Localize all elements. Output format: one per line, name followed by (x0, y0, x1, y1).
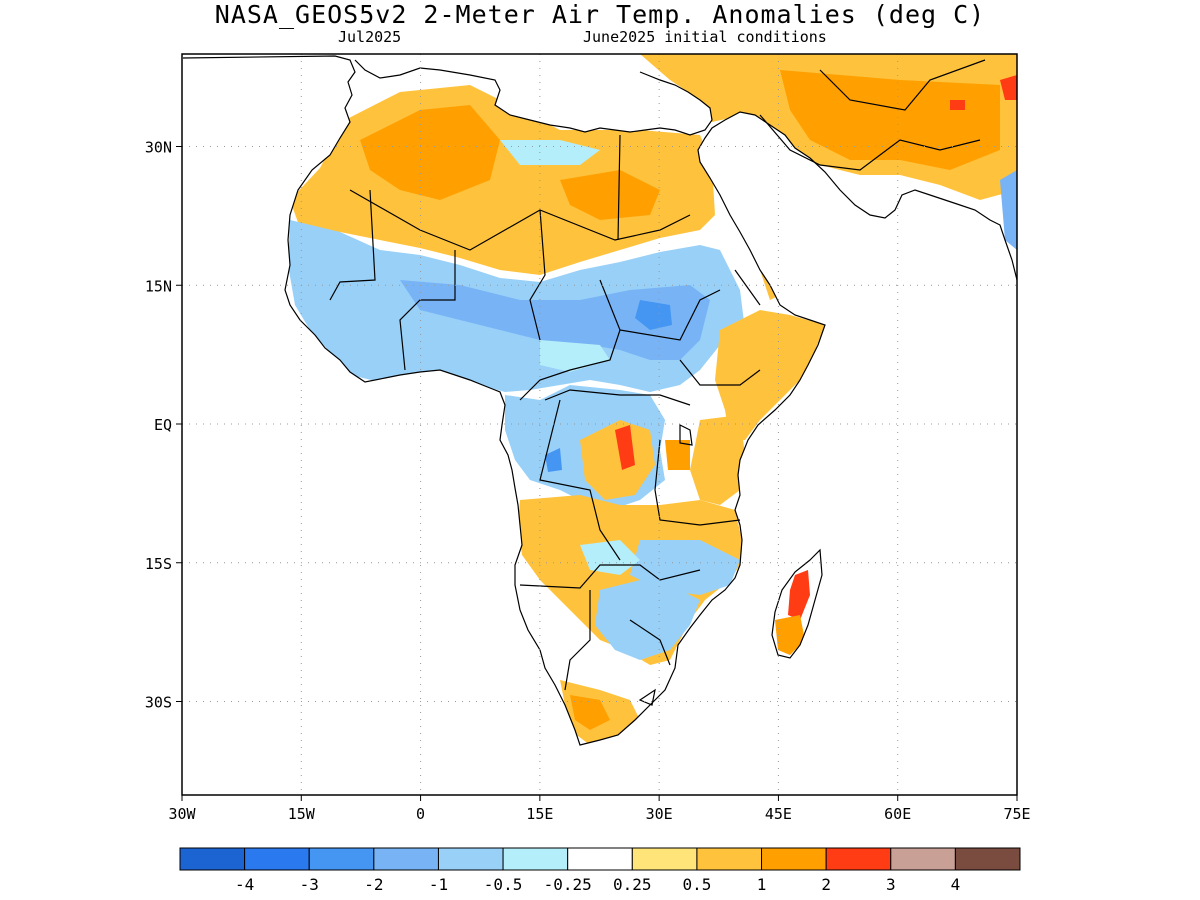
colorbar-swatch (954, 847, 1021, 871)
colorbar-swatch (631, 847, 698, 871)
colorbar-label: 3 (886, 875, 896, 894)
lon-tick-label: 45E (765, 805, 792, 823)
colorbar-swatch (308, 847, 375, 871)
colorbar-label: 1 (757, 875, 767, 894)
colorbar-swatch (437, 847, 504, 871)
colorbar-legend: -4 -3 -2 -1 -0.5 -0.25 0.25 0.5 1 2 3 4 (179, 847, 1021, 894)
map-valid-month: Jul2025 (338, 28, 402, 46)
map-title: NASA_GEOS5v2 2-Meter Air Temp. Anomalies… (214, 0, 986, 29)
colorbar-swatch (761, 847, 827, 871)
colorbar-label: -3 (300, 875, 319, 894)
lon-tick-label: 0 (416, 805, 425, 823)
colorbar-label: 2 (821, 875, 831, 894)
lon-tick-label: 15W (288, 805, 316, 823)
longitude-axis: 30W 15W 0 15E 30E 45E 60E 75E (168, 795, 1031, 823)
colorbar-swatch (825, 847, 892, 871)
colorbar-label: -0.25 (544, 875, 592, 894)
map-initial-conditions: June2025 initial conditions (583, 28, 827, 46)
lon-tick-label: 75E (1003, 805, 1030, 823)
colorbar-swatch (373, 847, 439, 871)
colorbar-label: 0.5 (682, 875, 711, 894)
colorbar-swatch (696, 847, 763, 871)
colorbar-label: -1 (429, 875, 448, 894)
lon-tick-label: 60E (884, 805, 911, 823)
colorbar-label: 0.25 (613, 875, 652, 894)
lon-tick-label: 15E (526, 805, 553, 823)
colorbar-label: 4 (951, 875, 961, 894)
lat-tick-label: 15N (145, 277, 172, 295)
colorbar-label: -4 (235, 875, 254, 894)
colorbar-label: -2 (364, 875, 383, 894)
colorbar-swatch (890, 847, 956, 871)
colorbar-swatch (179, 847, 246, 871)
latitude-axis: 30N 15N EQ 15S 30S (145, 139, 182, 712)
lat-tick-label: 15S (145, 555, 172, 573)
colorbar-label: -0.5 (484, 875, 523, 894)
lon-tick-label: 30E (646, 805, 673, 823)
lat-tick-label: 30S (145, 694, 172, 712)
lat-tick-label: 30N (145, 139, 172, 157)
colorbar-swatch (244, 847, 310, 871)
lon-tick-label: 30W (168, 805, 196, 823)
lat-tick-label: EQ (154, 416, 172, 434)
colorbar-swatch (502, 847, 569, 871)
colorbar-swatch (567, 847, 633, 871)
